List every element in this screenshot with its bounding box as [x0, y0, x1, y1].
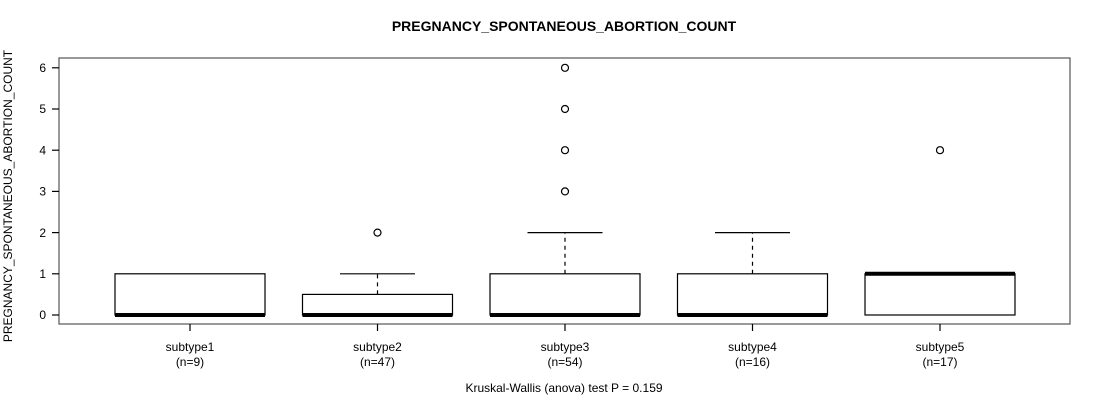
- box-series: [114, 63, 1016, 317]
- y-axis-title: PREGNANCY_SPONTANEOUS_ABORTION_COUNT: [1, 49, 15, 342]
- outlier-point: [373, 228, 382, 237]
- group-count-label-subtype4: (n=16): [735, 355, 770, 369]
- group-count-label-subtype2: (n=47): [360, 355, 395, 369]
- y-tick-label: 3: [39, 185, 46, 199]
- outlier-point: [560, 63, 570, 72]
- outlier-point: [560, 104, 570, 114]
- iqr-box: [301, 293, 454, 316]
- y-tick-label: 0: [39, 308, 46, 322]
- y-tick-label: 4: [39, 143, 46, 157]
- box-group-subtype1: [114, 273, 266, 317]
- y-tick-label: 2: [39, 226, 46, 240]
- outlier-point: [560, 187, 570, 196]
- group-count-label-subtype3: (n=54): [547, 355, 582, 369]
- chart-title: PREGNANCY_SPONTANEOUS_ABORTION_COUNT: [392, 18, 737, 34]
- iqr-box: [676, 273, 829, 316]
- group-label-subtype2: subtype2: [353, 340, 402, 354]
- iqr-box: [489, 273, 641, 316]
- y-tick-label: 1: [39, 267, 46, 281]
- group-label-subtype4: subtype4: [728, 340, 777, 354]
- box-group-subtype5: [864, 146, 1016, 316]
- box-group-subtype3: [489, 63, 641, 317]
- iqr-box: [864, 273, 1016, 316]
- x-axis: subtype1(n=9) subtype2(n=47) subtype3(n=54…: [166, 324, 965, 369]
- group-label-subtype3: subtype3: [541, 340, 590, 354]
- box-group-subtype4: [676, 232, 829, 317]
- stat-test-caption: Kruskal-Wallis (anova) test P = 0.159: [465, 381, 662, 395]
- iqr-box: [114, 273, 266, 316]
- group-label-subtype1: subtype1: [166, 340, 215, 354]
- group-label-subtype5: subtype5: [916, 340, 965, 354]
- outlier-point: [935, 146, 945, 155]
- y-tick-label: 5: [39, 102, 46, 116]
- y-tick-label: 6: [39, 61, 46, 75]
- group-count-label-subtype1: (n=9): [176, 355, 204, 369]
- outlier-point: [560, 146, 570, 155]
- group-count-label-subtype5: (n=17): [922, 355, 957, 369]
- box-group-subtype2: [301, 228, 454, 317]
- y-axis: 0 1 2 3 4 5 6: [39, 61, 59, 322]
